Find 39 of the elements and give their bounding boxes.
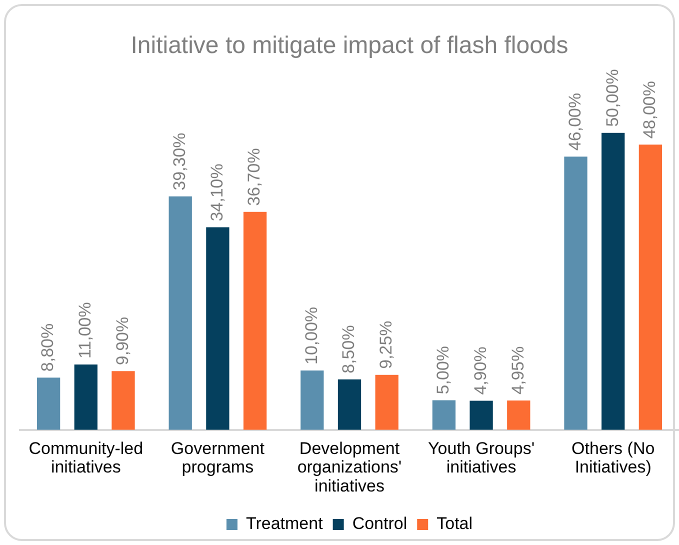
data-label: 11,00% xyxy=(76,302,95,359)
data-label: 4,90% xyxy=(470,346,490,395)
x-tick-label: Government programs xyxy=(170,438,265,477)
bar xyxy=(206,227,230,430)
chart-title: Initiative to mitigate impact of flash floods xyxy=(130,32,568,60)
bar xyxy=(243,212,267,430)
x-tick-label: Youth Groups' initiatives xyxy=(428,438,535,477)
data-label: 48,00% xyxy=(640,81,660,139)
bar xyxy=(112,371,135,430)
data-label: 8,80% xyxy=(38,323,58,372)
legend-label: Total xyxy=(436,514,473,534)
data-label: 39,30% xyxy=(170,132,190,190)
bar xyxy=(432,400,456,430)
x-tick-label: Community-led initiatives xyxy=(28,438,144,477)
x-tick-label: Development organizations' initiatives xyxy=(297,438,402,496)
bar xyxy=(507,400,530,430)
bar xyxy=(602,132,625,430)
bar xyxy=(470,400,493,430)
bar xyxy=(36,378,60,430)
bar xyxy=(338,379,362,430)
bar xyxy=(168,196,192,430)
legend-label: Control xyxy=(352,514,408,534)
data-label: 36,70% xyxy=(244,148,264,206)
data-label: 5,00% xyxy=(434,346,453,394)
data-label: 10,00% xyxy=(302,306,321,364)
data-label: 34,10% xyxy=(207,164,226,222)
bar xyxy=(74,364,98,430)
bar xyxy=(375,374,398,430)
data-label: 4,95% xyxy=(508,346,528,394)
bar xyxy=(300,370,324,430)
bar xyxy=(564,156,588,430)
data-label: 8,50% xyxy=(339,325,358,374)
data-label: 46,00% xyxy=(565,92,584,151)
data-label: 9,90% xyxy=(112,316,132,366)
legend-label: Treatment xyxy=(246,514,324,534)
bar xyxy=(638,144,662,430)
data-label: 9,25% xyxy=(376,320,396,369)
data-label: 50,00% xyxy=(602,69,622,127)
x-tick-label: Others (No Initiatives) xyxy=(572,438,655,477)
